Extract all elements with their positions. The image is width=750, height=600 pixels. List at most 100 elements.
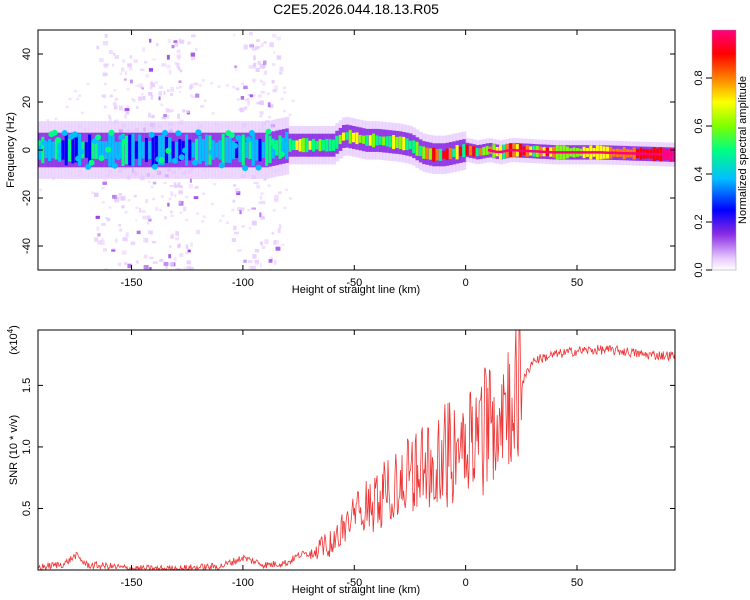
spectrogram-speckle — [118, 105, 124, 111]
spectrogram-cell — [195, 138, 198, 162]
spectrogram-speckle — [159, 208, 162, 212]
spectrogram-blob — [242, 165, 249, 172]
spectrogram-cell — [469, 146, 472, 156]
spectrogram-speckle — [233, 33, 236, 37]
spectrogram-blob — [165, 147, 172, 154]
spectrogram-speckle — [102, 41, 108, 46]
spectrogram-speckle — [103, 82, 107, 86]
spectrogram-speckle — [91, 191, 95, 194]
spectrogram-speckle — [213, 183, 217, 186]
spectrogram-speckle — [251, 207, 256, 210]
spectrogram-cell — [435, 149, 439, 161]
spectrogram-speckle — [150, 83, 155, 88]
spectrogram-cell — [175, 141, 178, 159]
spectrogram-speckle — [190, 83, 194, 89]
spectrogram-speckle — [138, 96, 143, 101]
spectrogram-speckle — [125, 232, 129, 237]
spectrogram-blob — [248, 130, 255, 136]
spectrogram-speckle — [260, 241, 263, 246]
spectrogram-speckle — [168, 110, 172, 113]
spectrogram-speckle — [152, 261, 158, 264]
spectrogram-speckle — [226, 221, 229, 224]
spectrogram-cell — [342, 132, 345, 141]
spectrogram-speckle — [178, 80, 182, 83]
spectrogram-speckle — [121, 250, 127, 255]
spectrogram-speckle — [262, 91, 266, 94]
spectrogram-speckle — [260, 200, 266, 205]
chart-title: C2E5.2026.044.18.13.R05 — [273, 1, 439, 17]
spectrogram-cell — [141, 141, 145, 159]
spectrogram-blob — [88, 159, 95, 166]
spectrogram-speckle — [176, 54, 182, 59]
spectrogram-speckle — [272, 89, 277, 93]
spectrogram-speckle — [235, 188, 240, 193]
spectrogram-speckle — [177, 67, 181, 71]
spectrogram-speckle — [175, 231, 179, 236]
spectrogram-speckle — [268, 115, 271, 119]
spectrogram-cell — [432, 147, 436, 162]
spectrogram-speckle — [221, 214, 225, 218]
spectrogram-speckle — [113, 52, 116, 56]
spectrogram-speckle — [261, 216, 264, 219]
snr-x-tick-label: -100 — [232, 577, 254, 589]
colorbar-label: Normalized spectral amplitude — [737, 76, 749, 224]
spectrogram-speckle — [248, 265, 252, 270]
spectrogram-cell — [305, 138, 309, 153]
spectrogram-cell — [322, 139, 325, 151]
spectrogram-cell — [154, 135, 158, 165]
colorbar: 0.0 0.2 0.4 0.6 0.8 Normalized spectral ampl… — [693, 29, 749, 278]
spectrogram-speckle — [140, 92, 144, 96]
spectrogram-speckle — [121, 205, 125, 209]
spectrogram-cell — [298, 139, 302, 152]
spectrogram-blob — [172, 157, 178, 164]
spectrogram-speckle — [101, 238, 104, 241]
spectrogram-speckle — [138, 83, 143, 88]
spectrogram-speckle — [178, 243, 181, 247]
snr-y-tick-label: 0.5 — [21, 501, 33, 516]
spectrogram-speckle — [247, 100, 250, 106]
spectrogram-cell — [74, 137, 78, 163]
spectrogram-speckle — [114, 98, 118, 102]
spectrogram-speckle — [166, 54, 170, 60]
spectrogram-speckle — [173, 185, 177, 189]
spectrogram-cell — [205, 134, 208, 166]
spectrogram-speckle — [129, 67, 133, 71]
spectrogram-speckle — [123, 78, 127, 81]
spectrogram-speckle — [179, 253, 184, 257]
spectrogram-speckle — [288, 113, 292, 117]
spectrogram-speckle — [118, 193, 122, 196]
spectrogram-speckle — [168, 254, 172, 259]
spectrogram-speckle — [148, 230, 153, 234]
spectrogram-panel: -150 -100 -50 0 50 -40 -20 0 20 40 Height of str… — [5, 29, 676, 296]
spectrogram-cell — [422, 146, 426, 159]
spectrogram-speckle — [259, 111, 264, 115]
spectrogram-speckle — [190, 242, 193, 248]
spectrogram-speckle — [279, 224, 282, 229]
spectrogram-cell — [328, 139, 332, 152]
spectrogram-blob — [162, 129, 168, 136]
spectrogram-speckle — [173, 182, 177, 186]
spectrogram-speckle — [270, 103, 274, 106]
spectrogram-speckle — [179, 90, 182, 94]
spectrogram-speckle — [237, 249, 242, 252]
spectrogram-cell — [368, 135, 372, 146]
spectrogram-speckle — [233, 184, 236, 187]
spectrogram-cell — [148, 141, 152, 159]
spectrogram-speckle — [276, 36, 281, 41]
spectrogram-cell — [58, 138, 61, 162]
spectrogram-speckle — [202, 215, 206, 218]
spectrogram-speckle — [99, 58, 104, 63]
spectrogram-cell — [382, 136, 386, 146]
spectrogram-cell — [248, 140, 252, 160]
spectrogram-speckle — [186, 260, 191, 265]
spectrogram-blob — [245, 136, 252, 143]
spectrogram-speckle — [164, 216, 167, 220]
spectrogram-speckle — [244, 98, 248, 102]
spectrogram-blob — [118, 134, 125, 141]
spectrogram-cell — [398, 136, 402, 150]
spectrogram-blob — [51, 129, 58, 136]
spectrogram-x-label: Height of straight line (km) — [292, 284, 420, 296]
spectrogram-speckle — [189, 178, 192, 183]
spectrogram-speckle — [150, 94, 154, 100]
spectrogram-cell — [475, 148, 479, 157]
